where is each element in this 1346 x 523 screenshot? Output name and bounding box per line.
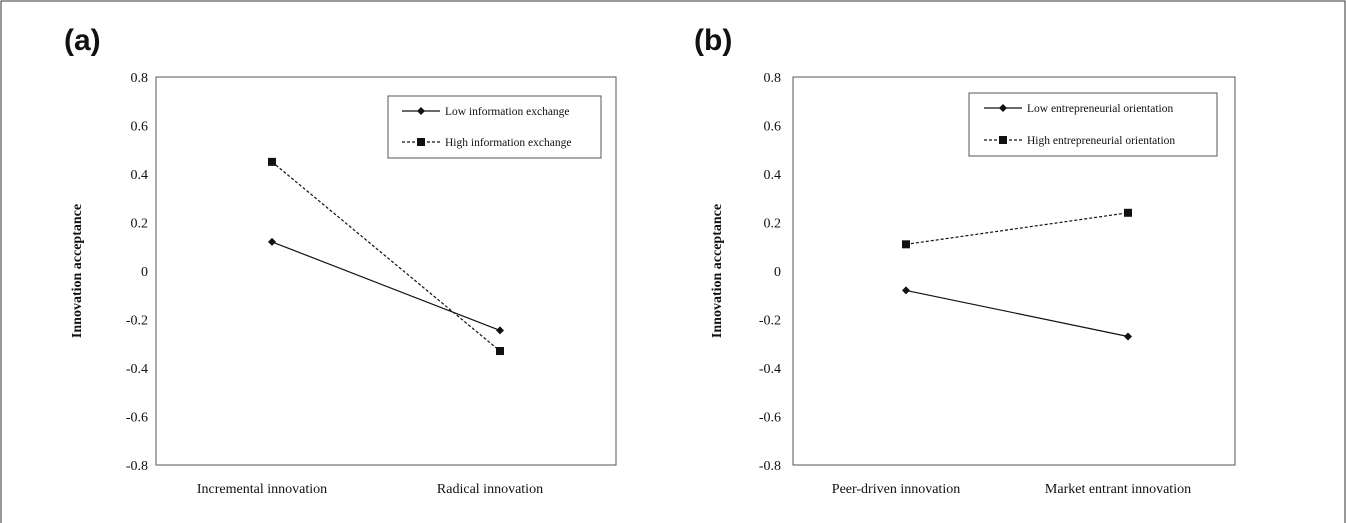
panel-b-y-tick-label: -0.4 — [759, 362, 781, 377]
panel-a-legend-high-label: High information exchange — [445, 137, 571, 149]
panel-b-y-axis-label: Innovation acceptance — [710, 204, 725, 338]
panel-a-point-high-2 — [496, 347, 504, 356]
panel-b-y-tick-label: -0.2 — [759, 314, 781, 329]
panel-a-legend-low-label: Low information exchange — [445, 106, 570, 118]
panel-b-category-2: Market entrant innovation — [1045, 482, 1191, 497]
panel-b-y-tick-label: 0 — [774, 265, 781, 280]
panel-a-y-tick-label: -0.6 — [126, 411, 148, 426]
panel-a-y-tick-label: -0.8 — [126, 459, 148, 474]
panel-a-y-tick-label: -0.4 — [126, 362, 148, 377]
panel-a-y-tick-label: 0 — [141, 265, 148, 280]
panel-a-y-ticks: 0.8 0.6 0.4 0.2 0 -0.2 -0.4 -0.6 -0.8 — [126, 71, 148, 474]
panel-a-lines — [271, 161, 501, 352]
panel-b-lines — [905, 212, 1129, 338]
panel-b-point-high-1 — [902, 240, 910, 249]
panel-b-label: (b) — [694, 24, 732, 57]
panel-b-series-line-low — [905, 289, 1129, 338]
panel-b-y-tick-label: 0.2 — [764, 217, 782, 232]
panel-b-point-high-2 — [1124, 208, 1132, 217]
panel-a-plot-area — [155, 76, 617, 466]
panel-a-legend-square-icon — [417, 138, 425, 146]
panel-a-y-tick-label: 0.6 — [131, 120, 149, 135]
panel-b-markers — [902, 208, 1132, 341]
panel-b-y-tick-label: 0.6 — [764, 120, 782, 135]
panel-b-series-line-high — [905, 212, 1129, 245]
panel-a-label: (a) — [64, 24, 101, 57]
panel-a: (a) 0.8 0.6 0.4 0.2 0 -0.2 -0.4 -0.6 -0.8 Increm… — [64, 24, 617, 497]
panel-b-legend-box — [968, 92, 1218, 157]
panel-a-category-1: Incremental innovation — [197, 482, 327, 497]
panel-b-plot-area — [792, 76, 1236, 466]
panel-a-point-low-2 — [496, 326, 504, 335]
panel-a-category-2: Radical innovation — [437, 482, 543, 497]
panel-b-point-low-2 — [1124, 332, 1132, 341]
panel-b: (b) 0.8 0.6 0.4 0.2 0 -0.2 -0.4 -0.6 -0.8 Peer-d… — [694, 24, 1236, 497]
panel-a-point-high-1 — [268, 157, 276, 166]
panel-b-category-1: Peer-driven innovation — [832, 482, 960, 497]
panel-b-y-tick-label: 0.8 — [764, 71, 782, 86]
panel-b-legend-low-label: Low entrepreneurial orientation — [1027, 103, 1173, 115]
panel-a-y-tick-label: 0.2 — [131, 217, 149, 232]
panel-b-legend: Low entrepreneurial orientation High ent… — [968, 92, 1218, 157]
panel-a-y-tick-label: 0.4 — [131, 168, 149, 183]
panel-a-legend-diamond-icon — [417, 107, 425, 115]
panel-a-series-line-low — [271, 241, 501, 331]
panel-b-y-tick-label: 0.4 — [764, 168, 782, 183]
panel-a-markers — [268, 157, 504, 356]
panel-a-legend-box — [387, 95, 602, 159]
panel-a-legend: Low information exchange High informatio… — [387, 95, 602, 159]
panel-a-series-line-high — [271, 161, 501, 352]
panel-a-point-low-1 — [268, 237, 276, 246]
panel-b-point-low-1 — [902, 286, 910, 295]
panel-a-y-tick-label: 0.8 — [131, 71, 149, 86]
panel-b-y-ticks: 0.8 0.6 0.4 0.2 0 -0.2 -0.4 -0.6 -0.8 — [759, 71, 781, 474]
panel-b-y-tick-label: -0.6 — [759, 411, 781, 426]
panel-b-legend-diamond-icon — [999, 104, 1007, 112]
panel-b-y-tick-label: -0.8 — [759, 459, 781, 474]
panel-a-y-axis-label: Innovation acceptance — [70, 204, 85, 338]
panel-b-legend-square-icon — [999, 136, 1007, 144]
panel-b-legend-high-label: High entrepreneurial orientation — [1027, 135, 1175, 147]
panel-a-y-tick-label: -0.2 — [126, 314, 148, 329]
